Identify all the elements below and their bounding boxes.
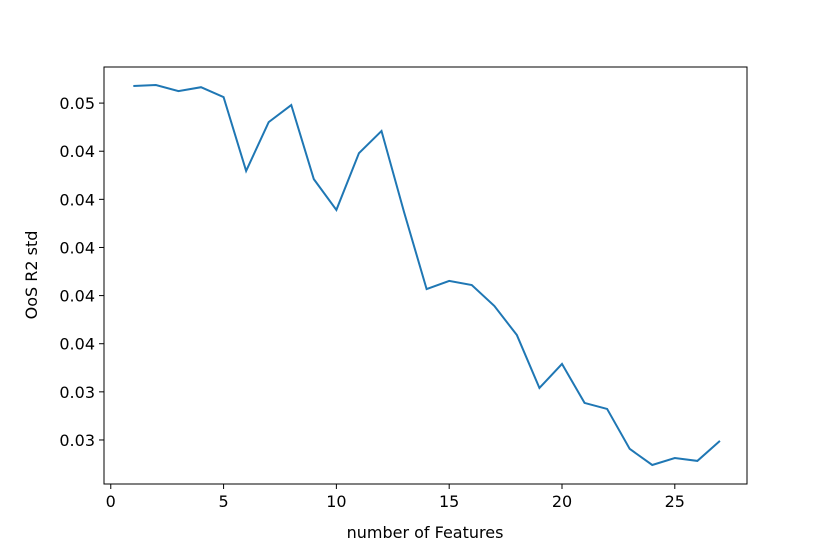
x-tick-label: 10	[326, 492, 346, 511]
x-tick-label: 0	[106, 492, 116, 511]
y-tick-label: 0.04	[59, 190, 95, 209]
y-tick-label: 0.03	[59, 383, 95, 402]
x-tick-label: 15	[439, 492, 459, 511]
y-tick-label: 0.04	[59, 238, 95, 257]
y-tick-label: 0.03	[59, 431, 95, 450]
x-tick-label: 25	[665, 492, 685, 511]
y-tick-label: 0.05	[59, 94, 95, 113]
x-tick-label: 5	[218, 492, 228, 511]
plot-frame	[103, 66, 748, 485]
x-axis-label: number of Features	[347, 523, 504, 542]
line-series	[133, 84, 721, 467]
y-tick-label: 0.04	[59, 287, 95, 306]
y-tick-label: 0.04	[59, 142, 95, 161]
x-tick-label: 20	[552, 492, 572, 511]
y-axis-label: OoS R2 std	[22, 231, 41, 320]
y-tick-label: 0.04	[59, 335, 95, 354]
